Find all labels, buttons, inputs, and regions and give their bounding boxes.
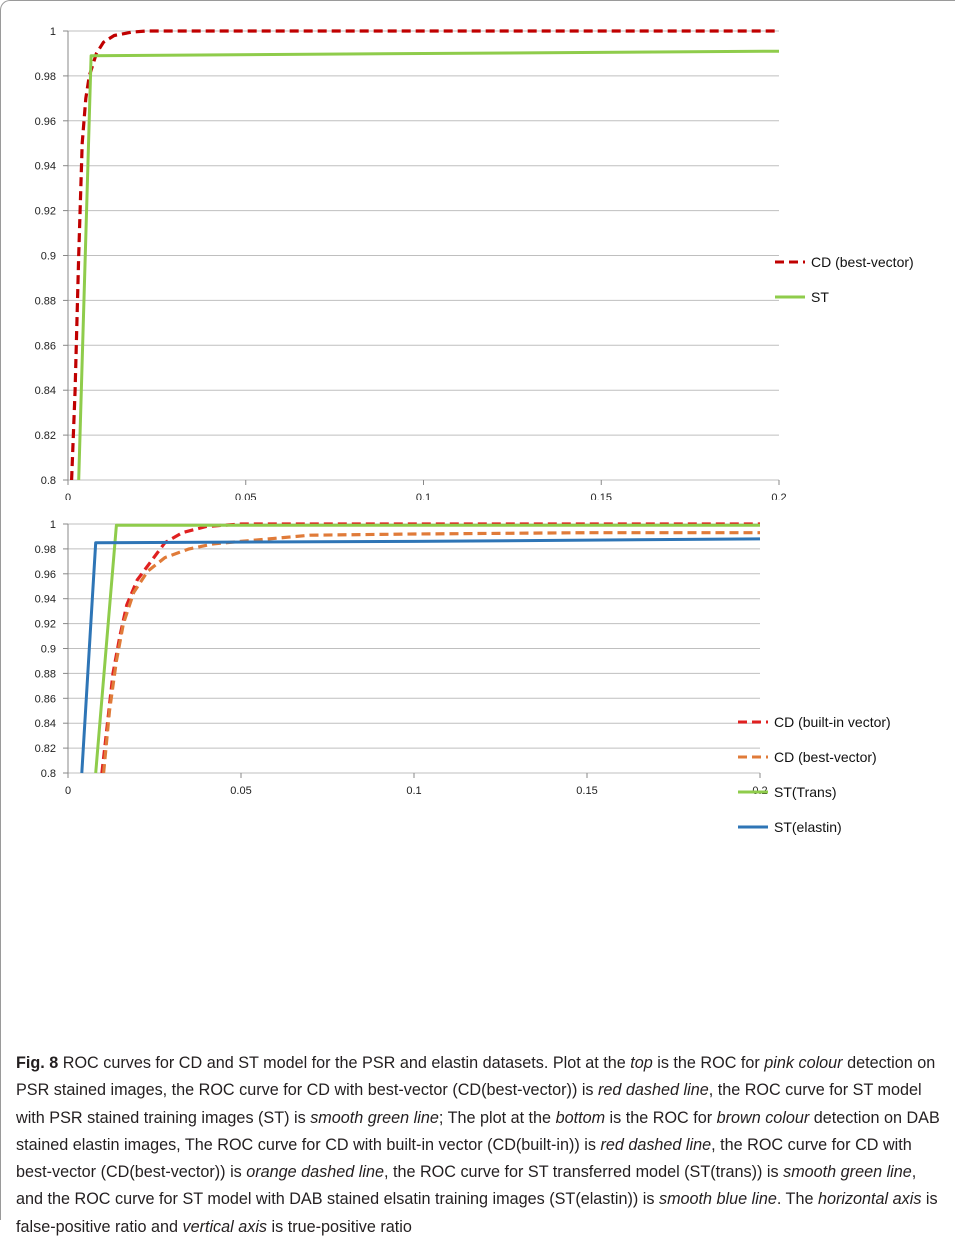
legend-label-cd-best-vector: CD (best-vector)	[811, 254, 914, 270]
x-tick-label: 0.05	[230, 785, 251, 797]
y-tick-label: 0.8	[41, 475, 56, 487]
series-line-cd-best-vector	[102, 531, 760, 774]
y-tick-label: 0.9	[41, 644, 56, 656]
y-tick-label: 0.96	[35, 569, 56, 581]
y-tick-label: 0.8	[41, 768, 56, 780]
y-tick-label: 0.94	[35, 594, 56, 606]
x-tick-label: 0.1	[406, 785, 421, 797]
y-tick-label: 0.86	[35, 340, 56, 352]
legend-label-cd-best-vector: CD (best-vector)	[774, 749, 877, 765]
x-tick-label: 0	[65, 785, 71, 797]
legend-label-st-elastin: ST(elastin)	[774, 819, 842, 835]
figure-label: Fig. 8	[16, 1054, 59, 1072]
x-tick-label: 0.15	[576, 785, 597, 797]
roc-chart-top: 0.8 0.82 0.84 0.86 0.88 0.9 0.92 0.94 0.96 0.98 1 0…	[35, 26, 914, 500]
y-tick-label: 0.88	[35, 295, 56, 307]
x-tick-label: 0.2	[771, 492, 786, 500]
y-tick-label: 0.92	[35, 619, 56, 631]
x-tick-label: 0.15	[591, 492, 612, 500]
y-tick-label: 0.86	[35, 693, 56, 705]
legend-label-st: ST	[811, 289, 829, 305]
y-tick-label: 0.84	[35, 718, 56, 730]
series-line-st-trans	[94, 523, 760, 774]
legend-label-cd-built-in-vector: CD (built-in vector)	[774, 714, 891, 730]
y-tick-label: 0.98	[35, 71, 56, 83]
series-line-cd-best-vector	[70, 29, 779, 481]
y-tick-label: 0.92	[35, 206, 56, 218]
y-tick-label: 0.84	[35, 385, 56, 397]
series-line-st	[77, 49, 780, 481]
x-tick-label: 0.05	[235, 492, 256, 500]
series-line-st-elastin	[80, 537, 761, 774]
y-tick-label: 1	[50, 26, 56, 38]
y-tick-label: 0.9	[41, 251, 56, 263]
y-tick-label: 1	[50, 519, 56, 531]
figure-caption: Fig. 8 ROC curves for CD and ST model fo…	[16, 1054, 940, 1236]
y-tick-label: 0.96	[35, 116, 56, 128]
x-tick-label: 0.1	[416, 492, 431, 500]
y-tick-label: 0.98	[35, 544, 56, 556]
y-tick-label: 0.94	[35, 161, 56, 173]
roc-chart-bottom: 0.8 0.82 0.84 0.86 0.88 0.9 0.92 0.94 0.96 0.98 1 0…	[35, 519, 891, 835]
y-tick-label: 0.82	[35, 430, 56, 442]
y-tick-label: 0.82	[35, 743, 56, 755]
legend-label-st-trans: ST(Trans)	[774, 784, 836, 800]
y-tick-label: 0.88	[35, 668, 56, 680]
x-tick-label: 0	[65, 492, 71, 500]
